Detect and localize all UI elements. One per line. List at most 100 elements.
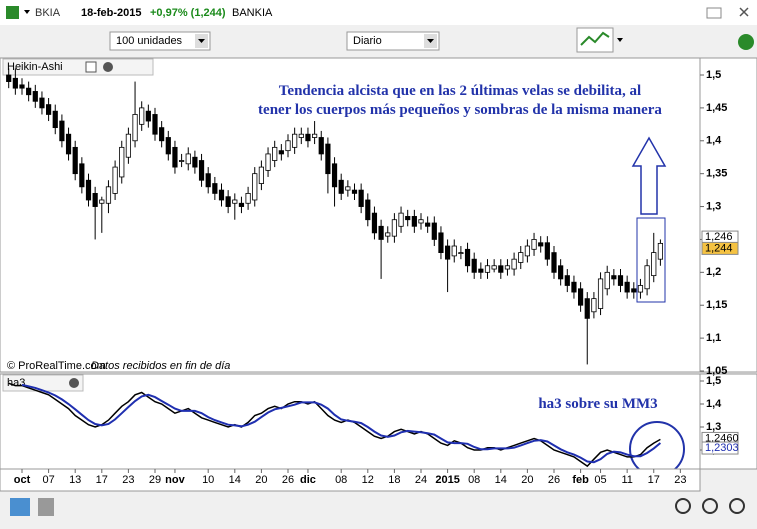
candle-body — [524, 245, 531, 257]
candle-body — [484, 265, 491, 273]
annotation: Tendencia alcista que en las 2 últimas v… — [258, 83, 662, 118]
price-marker — [701, 441, 739, 455]
candle-body — [611, 275, 617, 280]
candle-body — [311, 133, 318, 138]
chart-type-menu[interactable] — [617, 38, 623, 42]
x-tick-label: 26 — [548, 474, 560, 486]
candle-body — [172, 146, 178, 168]
x-tick-label: 17 — [96, 474, 108, 486]
candle-body — [358, 189, 364, 207]
x-tick-label: 08 — [335, 474, 347, 486]
y-tick-label: 1,45 — [706, 102, 727, 114]
candle-body — [425, 222, 431, 227]
candle-body — [178, 160, 185, 162]
candle-body — [411, 216, 417, 227]
candle-body — [597, 278, 604, 309]
candle-body — [491, 265, 497, 270]
candle-body — [159, 127, 165, 142]
symbol-menu[interactable] — [24, 10, 30, 14]
candle-body — [85, 179, 92, 201]
candle-body — [205, 173, 211, 188]
candle-body — [32, 91, 38, 102]
refresh-icon[interactable] — [738, 34, 754, 50]
copyright: © ProRealTime.com — [7, 360, 106, 372]
price-axis — [699, 57, 757, 373]
candle-body — [644, 265, 650, 290]
candle-body — [292, 133, 298, 148]
y-tick-label: 1,3 — [706, 200, 721, 212]
price-marker-label: 1,2303 — [705, 442, 739, 454]
candle-body — [451, 245, 457, 257]
y-tick-label: 1,5 — [706, 69, 721, 81]
candle-body — [192, 156, 198, 168]
indicator-line — [21, 383, 662, 464]
period-select[interactable] — [346, 31, 440, 51]
price-marker-label: 1,244 — [705, 242, 733, 254]
candle-body — [119, 146, 125, 178]
close-indicator[interactable] — [69, 378, 79, 388]
candle-body — [112, 166, 118, 194]
close-indicator[interactable] — [103, 62, 113, 72]
y-tick-label: 1,4 — [706, 135, 722, 147]
candle-body — [385, 232, 391, 237]
tool-button[interactable] — [10, 498, 30, 516]
candle-body — [538, 242, 544, 247]
candle-body — [99, 199, 105, 204]
x-tick-label: 20 — [255, 474, 267, 486]
candle-body — [631, 288, 637, 293]
candle-body — [272, 146, 278, 161]
dropdown-arrow — [198, 39, 205, 43]
price-marker-label: 1,2460 — [705, 432, 739, 444]
candle-body — [218, 189, 225, 201]
symbol: BKIA — [35, 7, 61, 19]
zoom-out-button[interactable] — [702, 498, 718, 514]
candle-body — [431, 222, 437, 240]
data-note: Datos recibidos en fin de día — [91, 360, 230, 372]
candle-body — [504, 265, 511, 270]
candle-body — [125, 133, 131, 158]
candle-body — [444, 245, 451, 260]
minimize-button[interactable] — [706, 7, 722, 19]
x-tick-label: 10 — [202, 474, 214, 486]
price-marker — [701, 241, 739, 255]
x-tick-label: 23 — [674, 474, 686, 486]
candle-body — [52, 110, 58, 129]
x-tick-label: 12 — [362, 474, 374, 486]
candle-body — [72, 146, 78, 175]
x-tick-label: 24 — [415, 474, 427, 486]
candle-body — [351, 189, 358, 194]
candle-body — [26, 87, 32, 96]
y-tick-label: 1,15 — [706, 299, 727, 311]
candle-body — [238, 202, 245, 207]
candle-body — [298, 133, 304, 138]
chart-type-icon — [580, 31, 610, 46]
candle-body — [252, 173, 258, 201]
x-tick-label: feb — [572, 474, 589, 486]
candle-body — [65, 133, 72, 155]
x-tick-label: 29 — [149, 474, 161, 486]
candle-body — [624, 281, 630, 293]
annotation-line: tener los cuerpos más pequeños y sombras… — [258, 102, 662, 118]
candle-body — [145, 110, 151, 122]
candle-body — [6, 74, 12, 82]
zoom-in-button[interactable] — [729, 498, 745, 514]
zoom-button[interactable] — [675, 498, 691, 514]
y-tick-label: 1,2 — [706, 266, 721, 278]
candle-body — [245, 192, 251, 204]
chart-type-button[interactable] — [576, 27, 614, 53]
x-tick-label: 18 — [388, 474, 400, 486]
tool-button[interactable] — [38, 498, 54, 516]
candle-body — [458, 252, 464, 255]
candle-body — [105, 186, 112, 204]
candle-body — [152, 114, 158, 135]
title-bar — [0, 0, 757, 25]
candle-body — [325, 143, 331, 175]
candle-body — [198, 160, 205, 181]
close-button[interactable] — [739, 7, 749, 17]
candle-body — [318, 137, 324, 155]
instrument-name: BANKIA — [232, 7, 273, 19]
window-icon[interactable] — [85, 61, 97, 73]
x-tick-label: 20 — [521, 474, 533, 486]
quantity-select[interactable] — [109, 31, 211, 51]
